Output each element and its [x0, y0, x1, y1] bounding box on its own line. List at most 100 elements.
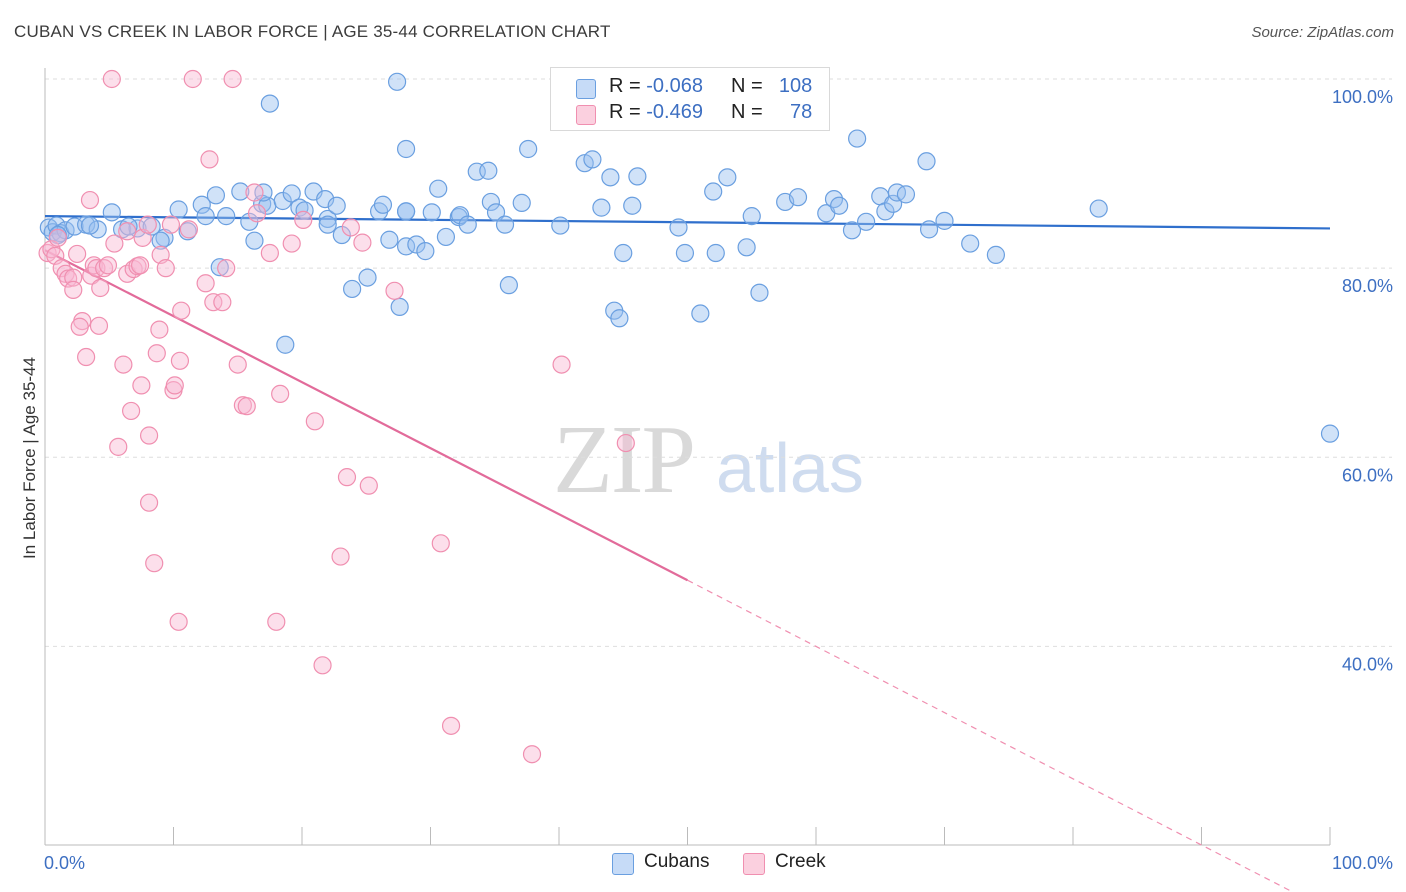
creek-point [305, 412, 324, 431]
creek-point [294, 210, 313, 230]
cubans-point [876, 202, 895, 221]
cubans-n-label: N = [731, 75, 763, 97]
creek-point [200, 150, 219, 169]
creek-point [183, 69, 202, 89]
creek-r-label: R = [609, 101, 641, 123]
cubans-point [919, 220, 939, 239]
cubans-point [80, 216, 100, 235]
cubans-point [387, 72, 407, 91]
creek-point [341, 218, 360, 237]
y-tick-label: 60.0% [1342, 465, 1393, 485]
creek-point [522, 745, 542, 764]
creek-point [77, 347, 96, 367]
cubans-point [623, 196, 642, 215]
cubans-point [196, 207, 215, 226]
creek-point [282, 234, 301, 253]
creek-point [156, 259, 175, 278]
cubans-point [614, 243, 633, 263]
cubans-trend-line [44, 215, 1331, 230]
creek-point [267, 612, 286, 631]
cubans-point [206, 186, 226, 205]
creek-swatch [576, 105, 596, 125]
cubans-point [260, 94, 279, 113]
creek-point [359, 476, 378, 495]
creek-point [70, 317, 89, 336]
cubans-point [396, 202, 416, 221]
grid-lines [45, 78, 1392, 647]
source-label: Source: ZipAtlas.com [1251, 24, 1394, 41]
cubans-point [519, 139, 538, 159]
creek-point [170, 351, 190, 370]
creek-point [441, 716, 461, 735]
x-tick-label-min: 0.0% [44, 853, 85, 873]
creek-point [147, 344, 166, 363]
creek-r-value: -0.469 [646, 101, 703, 123]
cubans-point [128, 219, 147, 238]
cubans-point [848, 129, 867, 148]
creek-point [169, 612, 188, 631]
cubans-point [380, 230, 399, 249]
bottom-cubans-swatch [612, 853, 634, 875]
trend-lines [44, 215, 1331, 892]
creek-point [59, 269, 78, 288]
cubans-point [276, 335, 295, 354]
cubans-point [481, 192, 500, 212]
cubans-point [706, 243, 725, 263]
creek-point [552, 355, 571, 374]
cubans-n-value: 108 [778, 75, 813, 97]
creek-point [118, 222, 137, 241]
cubans-point [961, 234, 980, 253]
creek-point [150, 320, 169, 339]
cubans-point [610, 309, 629, 328]
creek-point [337, 468, 357, 487]
cubans-point [407, 235, 426, 254]
creek-point [109, 437, 128, 456]
tick-labels: 40.0% 60.0% 80.0% 100.0% 0.0% 100.0% [44, 87, 1393, 873]
cubans-point [986, 245, 1006, 264]
creek-point [353, 233, 372, 252]
creek-point [385, 281, 404, 300]
cubans-point [396, 139, 416, 159]
cubans-point [583, 150, 602, 169]
cubans-point [1320, 424, 1340, 443]
cubans-point [327, 196, 346, 215]
creek-point [161, 215, 181, 234]
cubans-point [691, 304, 710, 323]
cubans-point [628, 167, 647, 186]
creek-trend-line [44, 249, 689, 582]
cubans-point [842, 221, 862, 240]
creek-point [213, 293, 232, 312]
data-points [38, 69, 1340, 764]
cubans-point [737, 238, 756, 257]
creek-point [105, 234, 124, 253]
creek-point [98, 256, 118, 275]
cubans-point [592, 198, 611, 217]
cubans-point [231, 182, 250, 201]
cubans-point [601, 168, 620, 187]
cubans-point [295, 201, 314, 220]
cubans-point [742, 207, 761, 226]
creek-point [91, 278, 110, 298]
cubans-point [1089, 199, 1108, 218]
cubans-point [675, 243, 695, 263]
creek-point [138, 215, 157, 234]
creek-point [431, 534, 450, 553]
y-axis-label: In Labor Force | Age 35-44 [20, 357, 39, 559]
cubans-point [917, 152, 936, 171]
cubans-point [429, 179, 448, 198]
creek-point [114, 355, 133, 374]
creek-n-label: N = [731, 101, 763, 123]
creek-point [196, 274, 215, 293]
cubans-point [282, 184, 301, 203]
cubans-point [373, 195, 393, 214]
cubans-point [887, 183, 907, 202]
cubans-point [830, 196, 849, 215]
creek-point [237, 397, 256, 416]
creek-point [616, 433, 635, 453]
creek-point [260, 243, 279, 263]
cubans-point [210, 258, 229, 277]
creek-point [313, 656, 332, 675]
cubans-point [318, 209, 337, 229]
creek-point [84, 256, 103, 275]
